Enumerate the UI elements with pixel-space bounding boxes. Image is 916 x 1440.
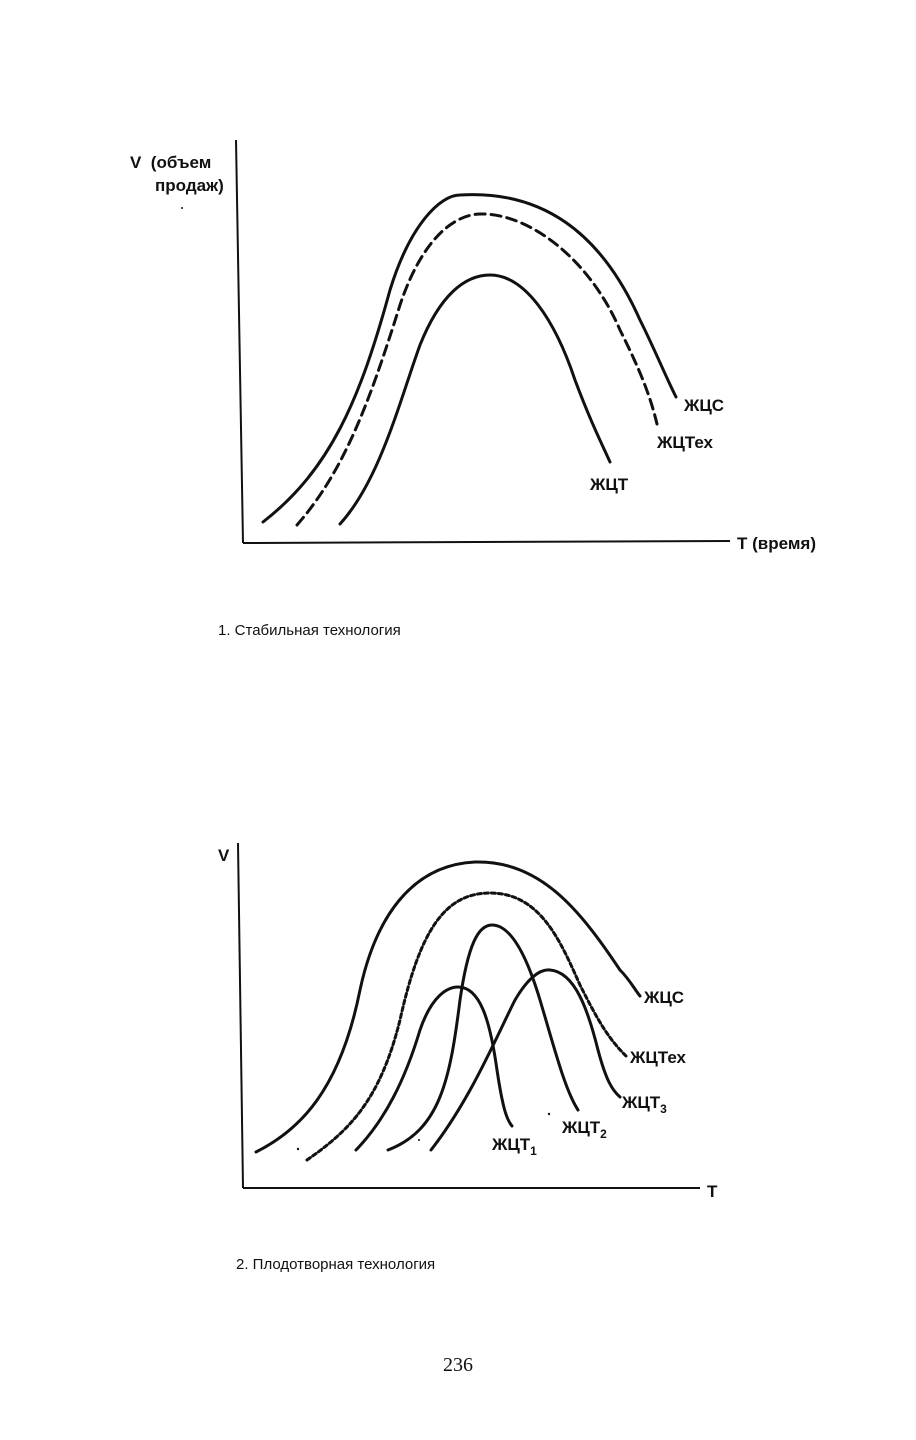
figure2-label-zhct3-sub: 3 xyxy=(660,1102,667,1116)
figure1-label-zhctex: ЖЦТех xyxy=(656,433,714,452)
figure1-y-axis-label-line2: продаж) xyxy=(155,176,224,195)
figure2-y-axis-label: V xyxy=(218,846,230,865)
figure-1: V (объем продаж) T (время) ЖЦС ЖЦТех ЖЦТ xyxy=(130,139,816,553)
figure1-curve-zhcs xyxy=(261,193,678,524)
figure1-caption: 1. Стабильная технология xyxy=(218,622,401,639)
figure2-label-zhct1-main: ЖЦТ xyxy=(491,1135,531,1154)
figure2-stray-dot-2 xyxy=(418,1139,420,1141)
figure2-label-zhct3: ЖЦТ3 xyxy=(621,1093,667,1116)
figure2-label-zhcs: ЖЦС xyxy=(643,988,684,1007)
figure2-stray-dot-1 xyxy=(296,1147,300,1151)
figure2-label-zhct1-sub: 1 xyxy=(530,1144,537,1158)
figure2-label-zhct2: ЖЦТ2 xyxy=(561,1118,607,1141)
figure2-curve-zhct1 xyxy=(354,985,514,1152)
figure1-label-zhcs: ЖЦС xyxy=(683,396,724,415)
figure2-curve-zhcs xyxy=(254,860,642,1154)
figure2-label-zhct3-main: ЖЦТ xyxy=(621,1093,661,1112)
figure2-label-zhct2-sub: 2 xyxy=(600,1127,607,1141)
figure2-caption: 2. Плодотворная технология xyxy=(236,1256,436,1273)
figure1-x-axis xyxy=(242,540,731,544)
figure2-curve-zhct2 xyxy=(386,923,580,1152)
figure2-curve-zhct3 xyxy=(429,968,622,1152)
figure2-x-axis-label: T xyxy=(707,1182,718,1201)
figure2-stray-dot-3 xyxy=(547,1112,551,1116)
figure2-label-zhctex: ЖЦТех xyxy=(629,1048,687,1067)
figure2-label-zhct2-main: ЖЦТ xyxy=(561,1118,601,1137)
figure1-stray-dot xyxy=(181,207,183,209)
figure1-curve-zhctex xyxy=(295,212,659,527)
page-number: 236 xyxy=(443,1354,473,1376)
figure1-curve-zhct xyxy=(338,273,612,526)
figure-2: V T ЖЦС ЖЦТех ЖЦТ3 ЖЦТ2 ЖЦТ1 xyxy=(218,842,718,1201)
figure2-curve-zhctex xyxy=(305,891,628,1162)
figure1-x-axis-label: T (время) xyxy=(737,534,816,553)
figure2-label-zhct1: ЖЦТ1 xyxy=(491,1135,537,1158)
figure2-y-axis xyxy=(237,842,244,1189)
figure1-label-zhct: ЖЦТ xyxy=(589,475,629,494)
figure1-y-axis xyxy=(235,139,244,544)
figure1-y-axis-label-line1: V (объем xyxy=(130,153,211,172)
